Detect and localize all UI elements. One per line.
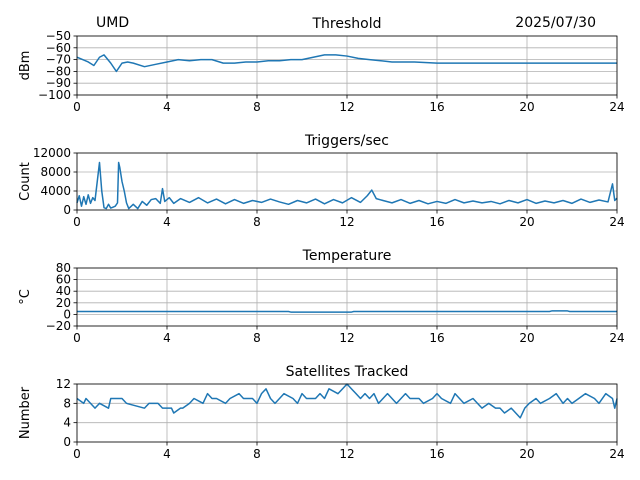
y-tick-label: −60 (46, 41, 71, 55)
y-tick-label: 8 (63, 396, 71, 410)
x-tick-label: 20 (519, 100, 534, 114)
series-line (76, 383, 618, 419)
x-tick-label: 0 (73, 447, 81, 461)
y-tick-label: −70 (46, 53, 71, 67)
chart-title: Triggers/sec (304, 133, 389, 149)
series-line (77, 310, 617, 313)
x-tick-label: 8 (253, 331, 261, 345)
x-tick-label: 4 (163, 331, 171, 345)
x-tick-label: 16 (429, 215, 444, 229)
x-tick-label: 8 (253, 447, 261, 461)
y-axis-label: Count (18, 162, 33, 201)
x-tick-label: 24 (609, 215, 624, 229)
y-tick-label: 0 (63, 435, 71, 449)
series-line (76, 54, 617, 73)
y-tick-label: 12 (56, 377, 71, 391)
x-tick-label: 8 (253, 100, 261, 114)
x-tick-label: 4 (163, 447, 171, 461)
header-right-date: 2025/07/30 (515, 15, 596, 31)
x-tick-label: 0 (73, 331, 81, 345)
x-tick-label: 12 (339, 447, 354, 461)
y-tick-label: 40 (56, 284, 71, 298)
chart-panel-0: 0 4 8 12 16 20 24 −100−90−80−70−60−50 Threshold d… (18, 16, 625, 114)
y-tick-label: 12000 (33, 146, 71, 160)
y-tick-label: 20 (56, 296, 71, 310)
x-tick-label: 20 (519, 215, 534, 229)
x-tick-label: 24 (609, 331, 624, 345)
y-tick-label: 60 (56, 273, 71, 287)
y-tick-label: 4 (63, 416, 71, 430)
y-tick-label: −20 (46, 319, 71, 333)
chart-title: Satellites Tracked (286, 364, 409, 380)
y-tick-label: −100 (38, 88, 71, 102)
y-axis-label: Number (18, 386, 33, 439)
chart-title: Threshold (312, 16, 382, 32)
series-line (76, 161, 618, 210)
x-tick-label: 12 (339, 331, 354, 345)
x-tick-label: 16 (429, 447, 444, 461)
x-tick-label: 24 (609, 447, 624, 461)
chart-panel-1: 0 4 8 12 16 20 24 0 4000 8000 12000 Triggers/sec Cou… (18, 133, 625, 229)
x-tick-label: 16 (429, 100, 444, 114)
x-tick-label: 12 (339, 215, 354, 229)
x-tick-label: 12 (339, 100, 354, 114)
y-axis-label: dBm (18, 51, 33, 81)
x-tick-label: 20 (519, 447, 534, 461)
y-tick-label: −80 (46, 64, 71, 78)
x-tick-label: 0 (73, 100, 81, 114)
y-tick-label: 0 (63, 307, 71, 321)
x-tick-label: 16 (429, 331, 444, 345)
x-tick-label: 20 (519, 331, 534, 345)
y-tick-label: 80 (56, 261, 71, 275)
y-tick-label: 8000 (40, 165, 71, 179)
chart-panels: 0 4 8 12 16 20 24 −100−90−80−70−60−50 Threshold d… (18, 16, 625, 461)
chart-panel-3: 0 4 8 12 16 20 24 0 4 8 12 Satellites Tracked Number (18, 364, 625, 461)
header-left-label: UMD (96, 15, 129, 31)
x-tick-label: 4 (163, 100, 171, 114)
x-tick-label: 4 (163, 215, 171, 229)
y-tick-label: 0 (63, 203, 71, 217)
chart-title: Temperature (302, 248, 392, 264)
x-tick-label: 8 (253, 215, 261, 229)
y-axis-label: °C (18, 289, 33, 305)
x-tick-label: 24 (609, 100, 624, 114)
y-tick-label: 4000 (40, 184, 71, 198)
x-tick-label: 0 (73, 215, 81, 229)
y-tick-label: −50 (46, 29, 71, 43)
y-tick-label: −90 (46, 76, 71, 90)
